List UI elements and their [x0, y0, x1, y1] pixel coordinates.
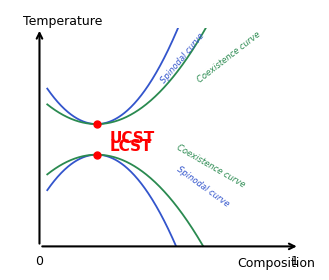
Text: Spinodal curve: Spinodal curve: [159, 31, 206, 85]
Text: 1: 1: [291, 255, 299, 268]
Text: Coexistence curve: Coexistence curve: [195, 30, 262, 85]
Text: Coexistence curve: Coexistence curve: [175, 143, 246, 190]
Text: Composition: Composition: [238, 257, 315, 270]
Text: 0: 0: [36, 255, 43, 268]
Text: LCST: LCST: [110, 139, 152, 154]
Text: Temperature: Temperature: [23, 15, 102, 28]
Text: Spinodal curve: Spinodal curve: [175, 165, 231, 209]
Text: UCST: UCST: [110, 131, 155, 146]
